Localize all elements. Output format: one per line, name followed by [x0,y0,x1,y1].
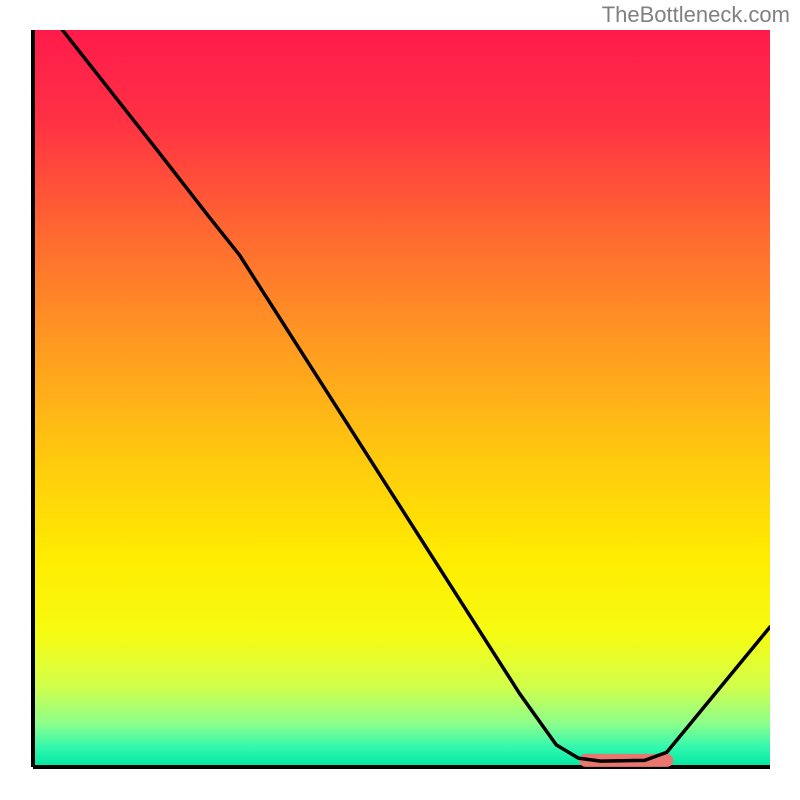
bottleneck-chart [30,30,770,770]
chart-background-gradient [33,30,770,767]
watermark-text: TheBottleneck.com [602,2,790,28]
